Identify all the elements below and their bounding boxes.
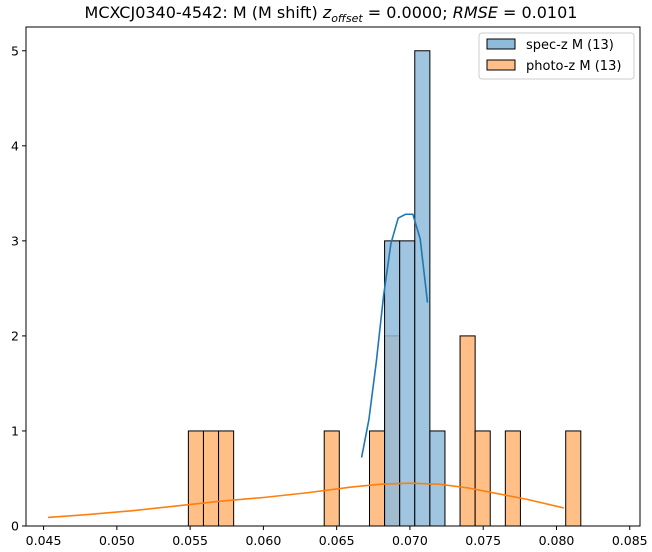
photo-z-bar	[504, 430, 521, 527]
spec-z-bar	[414, 50, 431, 527]
photo-z-bar	[368, 430, 386, 527]
photo-z-kde-line	[47, 482, 564, 519]
y-tick-label: 5	[11, 43, 19, 58]
photo-z-bar	[187, 430, 204, 527]
x-tick-label: 0.050	[99, 533, 135, 548]
photo-z-bar	[565, 430, 582, 527]
title-z-value: = 0.0000;	[363, 3, 453, 22]
spec-z-bars	[384, 50, 446, 527]
chart-title: MCXCJ0340-4542: M (M shift) zoffset = 0.…	[85, 3, 578, 25]
x-tick-label: 0.045	[26, 533, 62, 548]
y-tick-label: 2	[11, 328, 19, 343]
title-z-symbol: z	[322, 3, 332, 22]
x-tick-label: 0.065	[319, 533, 355, 548]
title-z-subscript: offset	[331, 12, 363, 25]
legend-label: photo-z M (13)	[526, 59, 621, 74]
legend: spec-z M (13) photo-z M (13)	[478, 32, 635, 80]
kde-curves	[47, 213, 564, 519]
x-tick-label: 0.075	[465, 533, 501, 548]
title-rmse-value: = 0.0101	[498, 3, 578, 22]
legend-label: spec-z M (13)	[526, 38, 614, 53]
title-rmse-label: RMSE	[453, 3, 499, 22]
y-tick-label: 4	[11, 138, 19, 153]
axes: 0.045 0.050 0.055 0.060 0.065 0.070 0.075 0.080…	[11, 26, 648, 548]
x-tick-label: 0.060	[245, 533, 281, 548]
photo-z-bar	[474, 430, 491, 527]
title-prefix: MCXCJ0340-4542: M (M shift)	[85, 3, 323, 22]
spec-z-bar	[429, 430, 446, 527]
x-tick-label: 0.055	[172, 533, 208, 548]
plot-frame	[25, 26, 641, 527]
photo-z-bar	[218, 430, 235, 527]
y-tick-label: 0	[11, 519, 19, 534]
x-tick-label: 0.085	[612, 533, 648, 548]
photo-z-bar	[323, 430, 340, 527]
legend-box	[478, 32, 635, 80]
spec-z-kde-line	[360, 213, 429, 458]
x-tick-label: 0.070	[392, 533, 428, 548]
legend-swatch	[486, 38, 516, 50]
x-tick-label: 0.080	[539, 533, 575, 548]
y-tick-label: 3	[11, 233, 19, 248]
photo-z-bar	[202, 430, 220, 527]
photo-z-bar	[459, 335, 476, 527]
legend-swatch	[486, 59, 516, 71]
y-tick-label: 1	[11, 423, 19, 438]
